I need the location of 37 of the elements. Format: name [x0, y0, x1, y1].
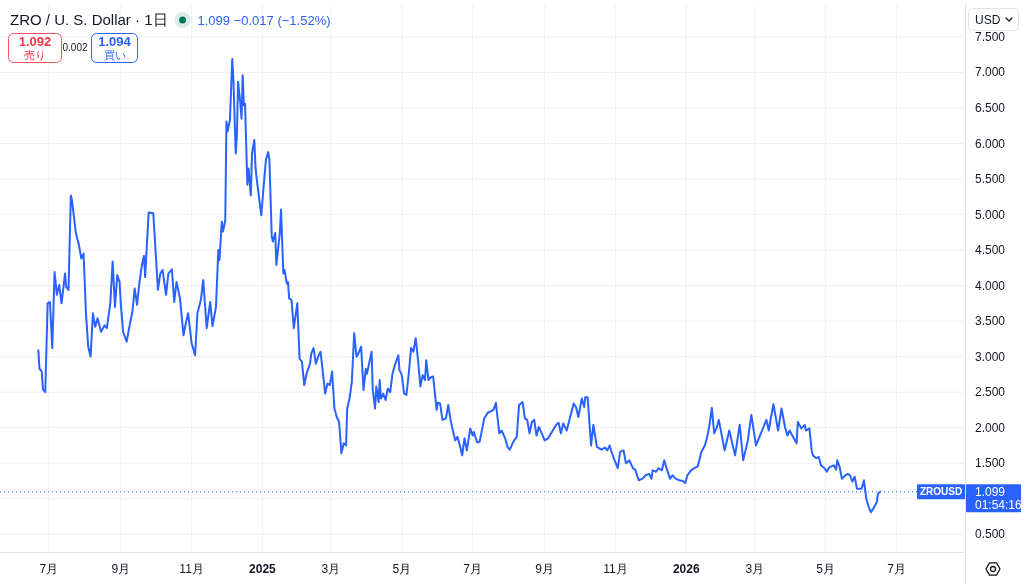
x-tick-label: 2026: [672, 562, 700, 576]
text: USD: [975, 13, 1001, 27]
y-tick-label: 6.500: [975, 101, 1006, 116]
x-tick-label: 7月: [887, 562, 906, 576]
chart-title: ZRO / U. S. Dollar · 1日: [10, 11, 168, 28]
y-tick-label: 7.000: [975, 65, 1006, 80]
annotation: 売り: [24, 49, 46, 61]
y-tick-label: 5.500: [975, 172, 1006, 187]
y-tick-label: 3.000: [975, 349, 1006, 364]
y-tick-label: 1.500: [975, 456, 1006, 471]
y-tick-label: 2.500: [975, 385, 1006, 400]
y-tick-label: 4.000: [975, 278, 1006, 293]
annotation: 買い: [103, 49, 126, 61]
y-tick-label: 6.000: [975, 136, 1006, 151]
x-tick-label: 5月: [392, 562, 412, 576]
annotation: 0.002: [62, 42, 88, 53]
x-tick-label: 11月: [179, 562, 204, 576]
annotation: 1.094: [98, 34, 132, 49]
y-tick-label: 3.500: [975, 314, 1006, 329]
y-tick-label: 5.000: [975, 207, 1006, 222]
x-tick-label: 5月: [816, 562, 835, 576]
y-tick-label: 0.500: [975, 527, 1006, 542]
y-tick-label: 7.500: [975, 29, 1006, 44]
x-tick-label: 3月: [745, 562, 765, 576]
text: 01:54:16: [975, 497, 1023, 512]
x-tick-label: 3月: [321, 562, 341, 576]
x-tick-label: 7月: [463, 562, 482, 576]
x-tick-label: 11月: [603, 562, 628, 576]
annotation: 1.092: [18, 34, 52, 49]
y-tick-label: 2.000: [975, 420, 1006, 435]
x-tick-label: 9月: [111, 562, 131, 576]
x-tick-label: 7月: [39, 562, 59, 576]
y-tick-label: 4.500: [975, 243, 1006, 258]
text: 1.099 −0.017 (−1.52%): [197, 13, 331, 28]
text: 1.099: [975, 484, 1006, 499]
x-tick-label: 2025: [249, 562, 277, 576]
x-tick-label: 9月: [535, 562, 554, 576]
